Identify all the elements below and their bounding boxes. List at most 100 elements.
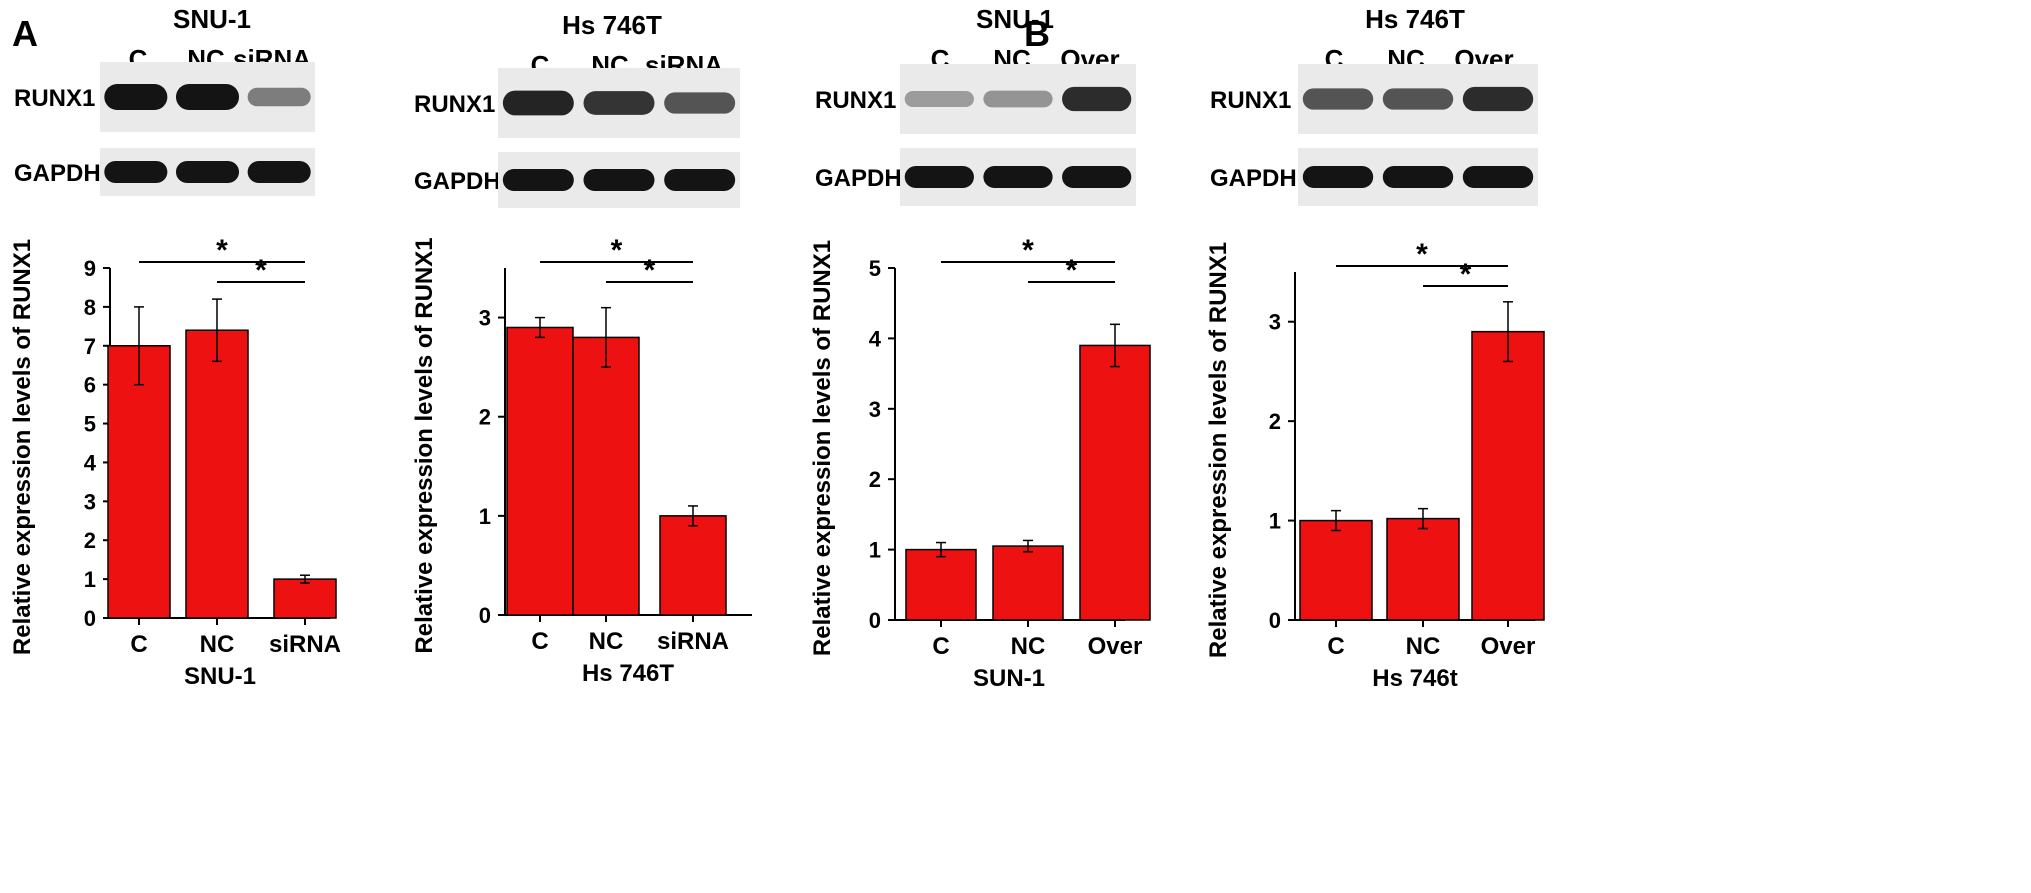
blot-band	[983, 166, 1053, 188]
bar	[1386, 517, 1460, 621]
y-tick-label: 0	[479, 603, 491, 628]
blot-row-label: GAPDH	[1210, 165, 1297, 192]
y-tick-label: 1	[1269, 509, 1281, 534]
y-tick-label: 3	[1269, 310, 1281, 335]
x-tick-label: NC	[589, 628, 624, 655]
y-tick-label: 0	[869, 608, 881, 633]
y-tick-label: 1	[869, 538, 881, 563]
y-tick-label: 0	[84, 606, 96, 631]
blot-band	[1382, 88, 1454, 110]
x-tick-label: NC	[1011, 633, 1046, 660]
blot-row-label: GAPDH	[815, 165, 902, 192]
blot-band	[1302, 166, 1374, 188]
blot-band	[1062, 86, 1132, 112]
bar-chart: 0 1 2 3 4 5 6 7 8 9 C NC siRNA * * SNU-1 Relative expres…	[9, 234, 341, 690]
y-tick-label: 2	[1269, 409, 1281, 434]
blot-band	[664, 169, 736, 191]
blot-band	[175, 161, 240, 183]
x-tick-label: siRNA	[657, 628, 729, 655]
panel-label-a: A	[12, 13, 38, 54]
y-tick-label: 5	[84, 412, 96, 437]
blot-title: SNU-1	[173, 4, 251, 34]
y-tick-label: 1	[84, 567, 96, 592]
bar	[905, 548, 977, 621]
blot-band	[583, 169, 655, 191]
blot-title: SNU-1	[976, 4, 1054, 34]
bar-charts: 0 1 2 3 4 5 6 7 8 9 C NC siRNA * * SNU-1 Relative expres…	[9, 234, 1545, 692]
x-tick-label: NC	[200, 631, 235, 658]
y-tick-label: 3	[84, 489, 96, 514]
y-tick-label: 6	[84, 373, 96, 398]
significance-star: *	[255, 254, 267, 287]
blot-band	[1302, 88, 1374, 110]
y-axis-label: Relative expression levels of RUNX1	[809, 240, 836, 656]
blot-band	[247, 87, 311, 107]
blot-title: Hs 746T	[562, 10, 662, 40]
x-tick-label: NC	[1406, 633, 1441, 660]
blot-band	[983, 90, 1053, 108]
x-axis-label: SUN-1	[973, 665, 1045, 692]
y-axis-label: Relative expression levels of RUNX1	[9, 239, 36, 655]
x-tick-label: Over	[1088, 633, 1143, 660]
blot-band	[247, 161, 311, 183]
blot-band	[104, 161, 168, 183]
bar-chart: 0 1 2 3 C NC siRNA * * Hs 746T Relative expression…	[411, 234, 752, 687]
significance-star: *	[611, 234, 623, 267]
blot-band	[104, 84, 168, 110]
panel-label-b: B	[1024, 13, 1050, 54]
blot-band	[664, 92, 736, 114]
y-tick-label: 7	[84, 334, 96, 359]
y-tick-label: 0	[1269, 608, 1281, 633]
significance-star: *	[644, 254, 656, 287]
y-tick-label: 3	[869, 397, 881, 422]
y-tick-label: 2	[84, 528, 96, 553]
significance-star: *	[216, 234, 228, 267]
x-tick-label: siRNA	[269, 631, 341, 658]
bar	[572, 336, 640, 616]
blot-band	[904, 166, 974, 188]
y-tick-label: 9	[84, 256, 96, 281]
bar	[506, 326, 574, 616]
significance-star: *	[1416, 238, 1428, 271]
y-axis-label: Relative expression levels of RUNX1	[1205, 242, 1232, 658]
x-tick-label: C	[1327, 633, 1344, 660]
blot-row-label: GAPDH	[14, 160, 101, 187]
y-tick-label: 4	[869, 326, 882, 351]
bar-chart: 0 1 2 3 C NC Over * * Hs 746t Relative expression …	[1205, 238, 1545, 692]
y-tick-label: 2	[479, 405, 491, 430]
significance-star: *	[1066, 254, 1078, 287]
bar	[185, 329, 249, 619]
blot-band	[175, 84, 240, 110]
significance-star: *	[1022, 234, 1034, 267]
blot-title: Hs 746T	[1365, 4, 1465, 34]
blot-band	[502, 169, 574, 191]
bar	[992, 545, 1064, 621]
bar	[1299, 519, 1373, 621]
blot-row-label: RUNX1	[815, 87, 896, 114]
y-tick-label: 5	[869, 256, 881, 281]
x-tick-label: C	[932, 633, 949, 660]
blot-row-label: GAPDH	[414, 168, 501, 195]
bar	[1079, 344, 1151, 621]
y-tick-label: 2	[869, 467, 881, 492]
blot-row-label: RUNX1	[414, 91, 495, 118]
y-tick-label: 1	[479, 504, 491, 529]
y-axis-label: Relative expression levels of RUNX1	[411, 237, 438, 653]
x-tick-label: C	[130, 631, 147, 658]
bar	[273, 578, 337, 619]
bar	[659, 515, 727, 616]
blot-band	[1382, 166, 1454, 188]
y-tick-label: 8	[84, 295, 96, 320]
blot-row-label: RUNX1	[14, 85, 95, 112]
x-axis-label: SNU-1	[184, 663, 256, 690]
x-tick-label: C	[531, 628, 548, 655]
x-tick-label: Over	[1481, 633, 1536, 660]
y-tick-label: 3	[479, 306, 491, 331]
blot-row-label: RUNX1	[1210, 87, 1291, 114]
